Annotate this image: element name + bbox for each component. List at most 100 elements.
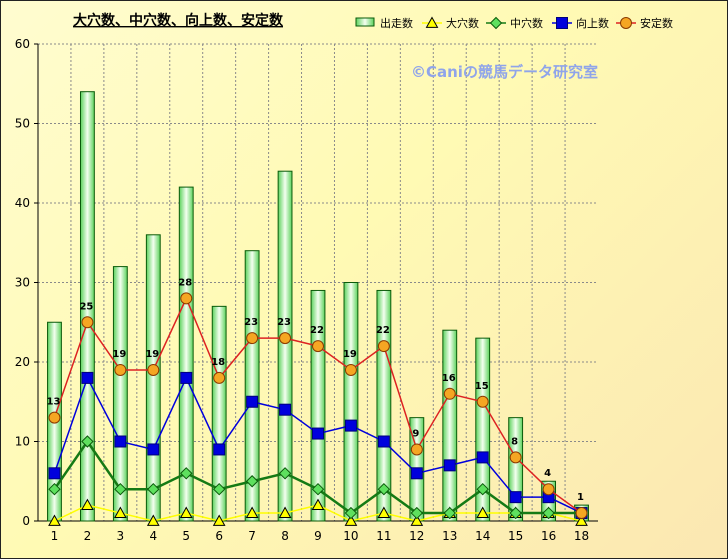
marker-安定数 bbox=[542, 483, 555, 496]
x-tick-label: 16 bbox=[541, 529, 556, 543]
x-tick-label: 12 bbox=[409, 529, 424, 543]
legend-label-出走数: 出走数 bbox=[380, 16, 413, 30]
marker-大穴数 bbox=[476, 506, 490, 518]
marker-安定数 bbox=[246, 332, 259, 345]
bar-出走数 bbox=[145, 234, 161, 522]
x-tick-label: 18 bbox=[574, 529, 589, 543]
marker-中穴数 bbox=[377, 482, 391, 496]
y-tick-label: 30 bbox=[15, 276, 30, 290]
marker-大穴数 bbox=[212, 514, 226, 526]
marker-中穴数 bbox=[311, 482, 325, 496]
marker-中穴数 bbox=[180, 467, 193, 480]
bar-出走数 bbox=[79, 91, 95, 522]
data-label-安定数: 9 bbox=[412, 428, 419, 439]
x-tick-label: 8 bbox=[281, 529, 289, 543]
data-label-安定数: 4 bbox=[544, 468, 551, 479]
x-tick-label: 10 bbox=[343, 529, 358, 543]
marker-中穴数 bbox=[48, 482, 61, 496]
marker-大穴数 bbox=[377, 506, 391, 518]
marker-安定数 bbox=[147, 363, 160, 376]
bar-出走数 bbox=[442, 329, 458, 522]
data-label-安定数: 8 bbox=[511, 436, 518, 447]
data-label-安定数: 23 bbox=[277, 317, 291, 328]
marker-安定数 bbox=[180, 292, 193, 305]
bar-出走数 bbox=[277, 170, 293, 522]
marker-安定数 bbox=[312, 340, 324, 353]
marker-向上数 bbox=[344, 419, 357, 432]
marker-向上数 bbox=[246, 395, 259, 408]
data-label-安定数: 15 bbox=[475, 381, 489, 392]
data-label-安定数: 22 bbox=[310, 325, 324, 336]
data-label-安定数: 13 bbox=[47, 397, 61, 408]
marker-安定数 bbox=[509, 451, 522, 464]
marker-向上数 bbox=[147, 443, 160, 456]
marker-大穴数 bbox=[245, 506, 259, 518]
x-tick-label: 9 bbox=[314, 529, 322, 543]
marker-安定数 bbox=[114, 363, 127, 376]
legend-label-安定数: 安定数 bbox=[640, 16, 673, 30]
x-tick-label: 15 bbox=[508, 529, 523, 543]
bar-出走数 bbox=[343, 282, 359, 522]
y-tick-label: 20 bbox=[15, 355, 30, 369]
y-tick-label: 50 bbox=[15, 117, 30, 131]
bar-出走数 bbox=[112, 266, 128, 522]
data-label-安定数: 22 bbox=[376, 325, 390, 336]
marker-中穴数 bbox=[344, 506, 358, 520]
marker-向上数 bbox=[180, 371, 193, 384]
marker-安定数 bbox=[410, 443, 423, 456]
marker-大穴数 bbox=[48, 514, 61, 526]
legend-label-大穴数: 大穴数 bbox=[446, 16, 479, 30]
x-tick-label: 14 bbox=[475, 529, 490, 543]
legend-marker-大穴数 bbox=[425, 16, 439, 28]
x-tick-label: 13 bbox=[442, 529, 457, 543]
marker-向上数 bbox=[279, 403, 292, 416]
marker-大穴数 bbox=[114, 506, 127, 518]
marker-大穴数 bbox=[81, 498, 94, 510]
x-tick-label: 6 bbox=[215, 529, 223, 543]
marker-安定数 bbox=[377, 340, 390, 353]
y-tick-label: 0 bbox=[22, 514, 30, 528]
legend-label-向上数: 向上数 bbox=[576, 16, 609, 30]
x-tick-label: 1 bbox=[51, 529, 59, 543]
marker-向上数 bbox=[312, 427, 324, 440]
chart-title: 大穴数、中穴数、向上数、安定数 bbox=[73, 12, 284, 29]
marker-向上数 bbox=[377, 435, 390, 448]
data-label-安定数: 19 bbox=[112, 349, 126, 360]
marker-中穴数 bbox=[509, 506, 522, 520]
data-label-安定数: 25 bbox=[79, 301, 93, 312]
marker-安定数 bbox=[81, 316, 94, 329]
marker-向上数 bbox=[410, 467, 423, 480]
watermark-text: ©Caniの競馬データ研究室 bbox=[411, 63, 598, 81]
marker-安定数 bbox=[213, 371, 226, 384]
marker-中穴数 bbox=[542, 506, 555, 520]
marker-安定数 bbox=[48, 411, 61, 424]
y-tick-label: 60 bbox=[15, 37, 30, 51]
marker-中穴数 bbox=[212, 482, 226, 496]
bar-出走数 bbox=[178, 186, 194, 522]
x-tick-label: 7 bbox=[248, 529, 256, 543]
bar-出走数 bbox=[475, 337, 491, 522]
marker-大穴数 bbox=[575, 514, 588, 526]
data-label-安定数: 28 bbox=[178, 277, 192, 288]
marker-中穴数 bbox=[476, 482, 489, 496]
legend-marker-中穴数 bbox=[489, 16, 503, 30]
marker-中穴数 bbox=[410, 506, 424, 520]
legend-marker-向上数 bbox=[556, 17, 568, 29]
marker-大穴数 bbox=[410, 514, 424, 526]
marker-安定数 bbox=[476, 395, 489, 408]
marker-大穴数 bbox=[311, 498, 325, 510]
marker-向上数 bbox=[476, 451, 489, 464]
legend-marker-安定数 bbox=[620, 17, 632, 29]
data-label-安定数: 19 bbox=[343, 349, 357, 360]
marker-向上数 bbox=[443, 459, 456, 472]
marker-大穴数 bbox=[146, 514, 160, 526]
marker-向上数 bbox=[213, 443, 226, 456]
x-tick-label: 4 bbox=[149, 529, 157, 543]
marker-向上数 bbox=[48, 467, 61, 480]
y-tick-label: 10 bbox=[15, 435, 30, 449]
data-label-安定数: 18 bbox=[211, 357, 225, 368]
marker-向上数 bbox=[114, 435, 127, 448]
marker-向上数 bbox=[81, 371, 94, 384]
